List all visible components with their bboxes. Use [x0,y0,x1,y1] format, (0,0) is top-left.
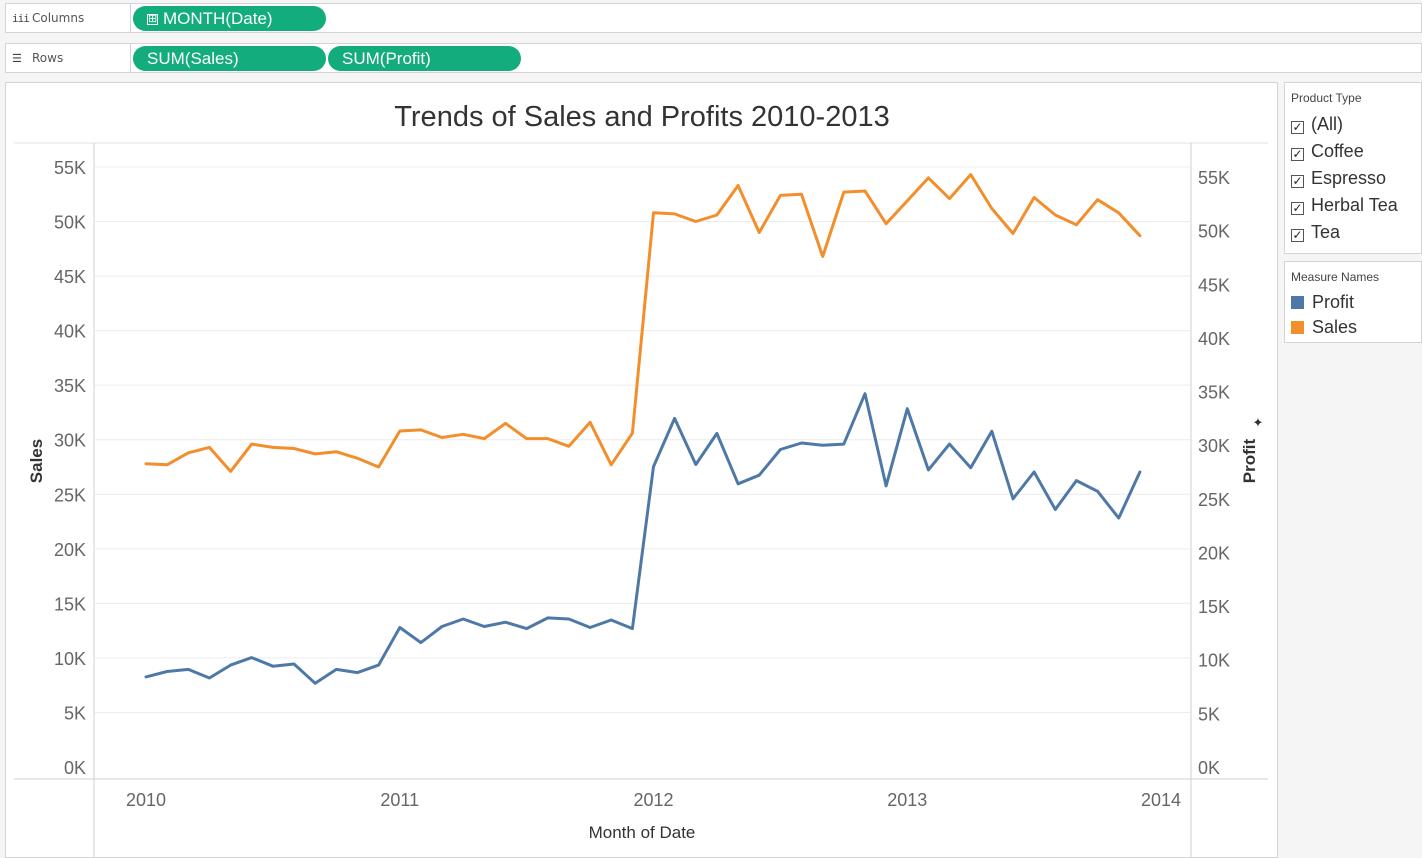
y-right-tick-label: 20K [1198,543,1230,563]
legend-swatch [1291,296,1304,309]
legend-title: Measure Names [1291,270,1380,284]
columns-shelf-label: iii Columns [6,4,131,32]
y-right-tick-label: 5K [1198,704,1220,724]
y-right-tick-label: 50K [1198,222,1230,242]
y-left-tick-label: 25K [54,485,86,505]
legend-list: Profit Sales [1285,290,1421,340]
y-left-tick-label: 0K [64,758,86,778]
pill-sum-profit-label: SUM(Profit) [342,49,431,68]
filter-item-coffee[interactable]: ✓ Coffee [1285,138,1421,165]
y-right-tick-label: 25K [1198,490,1230,510]
filter-item-label: Coffee [1311,141,1364,161]
checkbox-icon[interactable]: ✓ [1291,147,1304,161]
filter-item-all[interactable]: ✓ (All) [1285,111,1421,138]
chart-title: Trends of Sales and Profits 2010-2013 [394,101,889,133]
rows-shelf-label: ☰ Rows [6,44,131,72]
y-right-tick-label: 35K [1198,383,1230,403]
legend-item-label: Profit [1312,292,1355,312]
y-left-tick-label: 5K [64,703,86,723]
checkbox-icon[interactable]: ✓ [1291,228,1304,242]
columns-shelf: iii Columns ⊞ MONTH(Date) [5,3,1422,33]
columns-label-text: Columns [32,11,85,25]
legend-swatch [1291,321,1304,334]
filter-list: ✓ (All) ✓ Coffee ✓ Espresso ✓ Herbal Tea ✓ Tea [1285,111,1421,246]
pill-sum-profit[interactable]: SUM(Profit) [328,46,521,71]
y-left-tick-label: 50K [54,213,86,233]
y-right-tick-label: 45K [1198,275,1230,295]
y-left-tick-label: 40K [54,322,86,342]
line-chart: Trends of Sales and Profits 2010-2013 0K… [14,101,1268,857]
y-right-tick-label: 40K [1198,329,1230,349]
series-line-sales[interactable] [144,173,1142,473]
pill-sum-sales[interactable]: SUM(Sales) [133,46,326,71]
checkbox-icon[interactable]: ✓ [1291,174,1304,188]
y-right-tick-label: 55K [1198,168,1230,188]
x-tick-label: 2010 [126,790,166,810]
y-right-tick-label: 30K [1198,436,1230,456]
x-axis-label[interactable]: Month of Date [589,823,696,842]
filter-item-label: Tea [1311,222,1341,242]
y-left-tick-label: 15K [54,594,86,614]
y-right-tick-label: 10K [1198,651,1230,671]
y-left-tick-label: 55K [54,158,86,178]
filter-item-tea[interactable]: ✓ Tea [1285,219,1421,246]
product-type-filter: Product Type ✓ (All) ✓ Coffee ✓ Espresso ✓ Herb… [1284,82,1422,254]
columns-icon: iii [12,12,30,25]
worksheet-view[interactable]: Trends of Sales and Profits 2010-2013 0K… [5,82,1278,858]
legend-item-sales[interactable]: Sales [1285,315,1421,340]
x-tick-label: 2012 [633,790,673,810]
y-axis-right-ticks: 0K 5K 10K 15K 20K 25K 30K 35K 40K 45K 50K 55K [1198,168,1230,778]
y-left-tick-label: 45K [54,267,86,287]
filter-item-herbal-tea[interactable]: ✓ Herbal Tea [1285,192,1421,219]
filter-title: Product Type [1291,91,1362,105]
filter-item-espresso[interactable]: ✓ Espresso [1285,165,1421,192]
series-line-profit[interactable] [144,392,1142,685]
y-right-tick-label: 0K [1198,758,1220,778]
grid-lines [95,166,1190,713]
x-axis-ticks: 2010 2011 2012 2013 2014 [126,790,1181,810]
y-left-tick-label: 35K [54,376,86,396]
y-left-tick-label: 20K [54,540,86,560]
pill-month-date[interactable]: ⊞ MONTH(Date) [133,6,326,31]
legend-item-label: Sales [1312,317,1358,337]
axis-frame [14,143,1268,857]
checkbox-icon[interactable]: ✓ [1291,201,1304,215]
y-axis-left-ticks: 0K 5K 10K 15K 20K 25K 30K 35K 40K 45K 50K 55K [54,158,86,778]
rows-icon: ☰ [12,52,22,65]
x-tick-label: 2014 [1141,790,1181,810]
y-axis-left-label[interactable]: Sales [27,439,46,483]
expand-plus-icon[interactable]: ⊞ [147,13,158,25]
series-lines[interactable] [144,173,1142,685]
measure-names-legend: Measure Names Profit Sales [1284,261,1422,343]
rows-shelf: ☰ Rows SUM(Sales) SUM(Profit) [5,43,1422,73]
y-right-tick-label: 15K [1198,597,1230,617]
x-tick-label: 2013 [887,790,927,810]
y-axis-right-label[interactable]: Profit [1240,438,1259,483]
y-left-tick-label: 30K [54,431,86,451]
pill-month-date-label: MONTH(Date) [163,9,273,28]
x-tick-label: 2011 [380,790,419,810]
filter-item-label: Espresso [1311,168,1387,188]
y-left-tick-label: 10K [54,649,86,669]
filter-item-label: Herbal Tea [1311,195,1398,215]
legend-item-profit[interactable]: Profit [1285,290,1421,315]
pill-sum-sales-label: SUM(Sales) [147,49,239,68]
rows-label-text: Rows [32,51,64,65]
filter-item-label: (All) [1311,114,1343,134]
pin-icon[interactable]: ✦ [1253,415,1264,430]
checkbox-icon[interactable]: ✓ [1291,120,1304,134]
